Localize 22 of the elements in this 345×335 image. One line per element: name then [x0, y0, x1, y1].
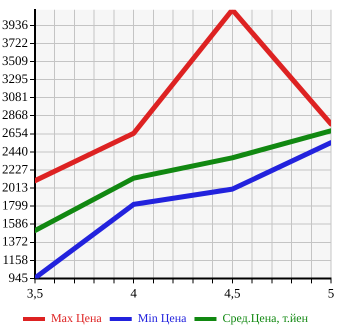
- y-tick-label: 1372: [2, 234, 28, 249]
- x-tick-label: 5: [328, 286, 334, 301]
- y-tick-label: 3936: [2, 16, 28, 32]
- y-tick-label: 2440: [2, 143, 28, 158]
- y-tick-label: 3295: [2, 71, 28, 86]
- legend-label: Min Цена: [138, 311, 188, 326]
- y-tick-label: 2227: [2, 161, 28, 176]
- y-tick-label: 2654: [2, 125, 28, 140]
- y-tick-label: 1158: [2, 252, 28, 267]
- y-tick-label: 945: [8, 270, 28, 285]
- x-tick-label: 3,5: [26, 286, 44, 301]
- y-tick-label: 3081: [2, 89, 28, 104]
- y-tick-label: 1799: [2, 198, 28, 213]
- y-tick-label: 1586: [2, 216, 28, 231]
- y-tick-label: 2868: [2, 107, 28, 122]
- legend-label: Сред.Цена, т.йен: [222, 311, 309, 326]
- legend-label: Max Цена: [50, 311, 102, 326]
- x-tick-label: 4,5: [224, 286, 240, 301]
- x-tick-label: 4: [130, 286, 138, 301]
- y-tick-label: 3722: [2, 34, 28, 50]
- y-tick-label: 3509: [2, 52, 28, 68]
- y-tick-label: 2013: [2, 179, 28, 194]
